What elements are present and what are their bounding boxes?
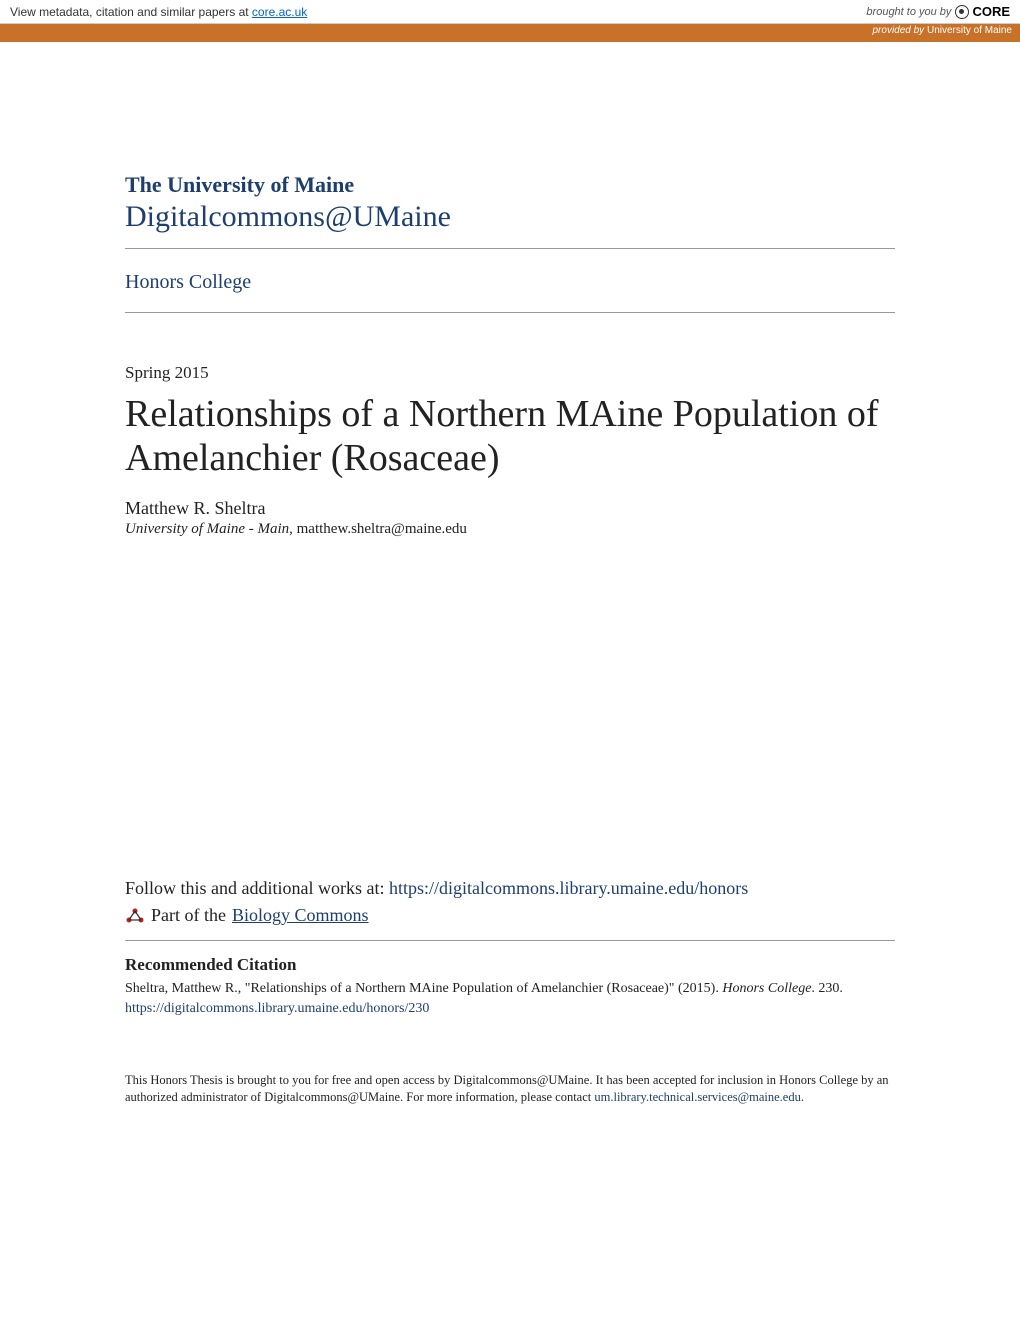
provided-by-source: University of Maine bbox=[927, 25, 1012, 36]
core-label: CORE bbox=[972, 4, 1010, 19]
banner-left: View metadata, citation and similar pape… bbox=[10, 5, 307, 19]
citation-text: Sheltra, Matthew R., "Relationships of a… bbox=[125, 979, 895, 999]
paper-date: Spring 2015 bbox=[125, 363, 895, 383]
follow-row: Follow this and additional works at: htt… bbox=[125, 878, 895, 899]
core-icon bbox=[955, 5, 969, 19]
footer-post: . bbox=[801, 1090, 804, 1104]
follow-label: Follow this and additional works at: bbox=[125, 878, 389, 898]
network-icon bbox=[125, 906, 145, 926]
part-of-label: Part of the bbox=[151, 905, 226, 926]
citation-pre: Sheltra, Matthew R., "Relationships of a… bbox=[125, 981, 722, 996]
footer-text: This Honors Thesis is brought to you for… bbox=[125, 1072, 895, 1107]
citation-heading: Recommended Citation bbox=[125, 955, 895, 975]
provided-by-prefix: provided by bbox=[872, 25, 926, 36]
follow-url[interactable]: https://digitalcommons.library.umaine.ed… bbox=[389, 878, 748, 898]
divider-2 bbox=[125, 312, 895, 313]
orange-bar: provided by University of Maine bbox=[0, 24, 1020, 42]
repository-name[interactable]: Digitalcommons@UMaine bbox=[125, 200, 895, 234]
citation-url[interactable]: https://digitalcommons.library.umaine.ed… bbox=[125, 1001, 895, 1017]
institution-name: The University of Maine bbox=[125, 172, 895, 198]
citation-italic: Honors College bbox=[722, 981, 811, 996]
part-of-row: Part of the Biology Commons bbox=[125, 905, 895, 926]
citation-post: . 230. bbox=[811, 981, 843, 996]
core-logo[interactable]: CORE bbox=[955, 4, 1010, 19]
footer-email-link[interactable]: um.library.technical.services@maine.edu bbox=[594, 1090, 800, 1104]
affiliation-institution: University of Maine - Main bbox=[125, 521, 289, 537]
banner-right: brought to you by CORE bbox=[866, 4, 1010, 19]
citation-url-link[interactable]: https://digitalcommons.library.umaine.ed… bbox=[125, 1001, 429, 1016]
collection-link[interactable]: Honors College bbox=[125, 271, 251, 294]
author-affiliation: University of Maine - Main, matthew.shel… bbox=[125, 521, 895, 538]
brought-by-text: brought to you by bbox=[866, 6, 951, 18]
follow-section: Follow this and additional works at: htt… bbox=[125, 878, 895, 926]
repository-link[interactable]: Digitalcommons@UMaine bbox=[125, 200, 451, 233]
divider-1 bbox=[125, 248, 895, 249]
core-link[interactable]: core.ac.uk bbox=[252, 5, 307, 19]
paper-title: Relationships of a Northern MAine Popula… bbox=[125, 393, 895, 480]
commons-link[interactable]: Biology Commons bbox=[232, 905, 369, 926]
page-content: The University of Maine Digitalcommons@U… bbox=[0, 42, 1020, 1157]
divider-3 bbox=[125, 940, 895, 941]
core-banner: View metadata, citation and similar pape… bbox=[0, 0, 1020, 24]
metadata-text: View metadata, citation and similar pape… bbox=[10, 5, 252, 19]
provided-by: provided by University of Maine bbox=[872, 25, 1012, 36]
author-name: Matthew R. Sheltra bbox=[125, 498, 895, 519]
affiliation-email: , matthew.sheltra@maine.edu bbox=[289, 521, 467, 537]
